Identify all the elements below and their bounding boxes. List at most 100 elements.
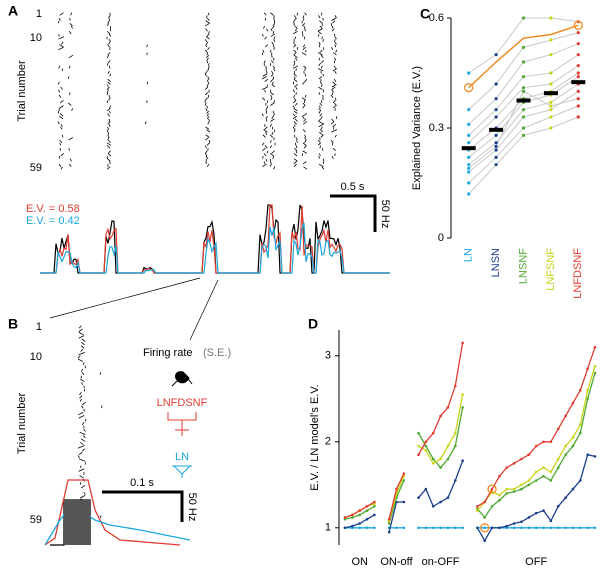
spike: [294, 76, 296, 80]
spike: [205, 44, 208, 48]
spike: [293, 44, 297, 48]
spike: [265, 108, 268, 111]
spike: [107, 126, 109, 130]
spike: [204, 145, 208, 149]
spike: [334, 153, 336, 157]
spike: [109, 73, 112, 77]
cell-dot: [576, 115, 580, 119]
spike: [317, 28, 323, 32]
ev-label: E.V. = 0.42: [26, 215, 80, 227]
series-line: [476, 453, 596, 543]
cell-dot: [467, 141, 471, 145]
series-line: [476, 372, 596, 519]
spike: [335, 97, 337, 101]
spike: [272, 57, 275, 61]
cell-dot: [494, 141, 498, 145]
spike: [108, 118, 111, 122]
spike: [303, 145, 307, 149]
spike: [271, 41, 274, 45]
spike: [208, 31, 210, 35]
spike: [318, 33, 320, 37]
spike: [292, 20, 295, 24]
spike: [331, 84, 337, 88]
median-bar: [516, 98, 531, 103]
spike: [321, 60, 324, 64]
spike: [70, 12, 73, 16]
spike: [302, 142, 307, 146]
spike: [334, 134, 337, 138]
cell-dot: [549, 53, 553, 57]
cell-dot: [494, 144, 498, 148]
spike: [273, 166, 276, 170]
cell-dot: [494, 148, 498, 152]
spike: [293, 17, 297, 21]
spike: [81, 372, 85, 376]
cell-dot: [494, 53, 498, 57]
spike: [83, 435, 86, 439]
spike: [205, 36, 210, 40]
spike: [295, 86, 298, 90]
spike: [294, 57, 298, 61]
spike: [317, 30, 322, 35]
spike: [58, 17, 61, 21]
spike: [294, 102, 298, 106]
spike: [106, 23, 110, 27]
time-scale: 0.5 s: [341, 181, 365, 193]
cell-dot: [467, 166, 471, 170]
spike: [304, 139, 307, 143]
spike: [107, 60, 111, 64]
spike: [59, 139, 63, 144]
cell-dot: [549, 16, 553, 20]
spike: [205, 158, 208, 162]
cell-dot: [494, 163, 498, 167]
spike: [304, 94, 307, 98]
spike: [293, 62, 296, 66]
cell-dot: [494, 115, 498, 119]
cell-dot: [467, 192, 471, 196]
spike: [270, 28, 273, 32]
y-tick-label: 59: [30, 514, 42, 526]
cell-dot: [576, 104, 580, 108]
spike: [264, 17, 267, 21]
cell-dot: [576, 89, 580, 93]
series-line: [344, 501, 375, 519]
spike: [319, 113, 323, 117]
spike: [331, 118, 335, 122]
spike: [60, 126, 63, 130]
group-label: on-OFF: [422, 556, 460, 568]
spike: [303, 166, 308, 170]
spike: [206, 60, 209, 64]
spike: [204, 86, 209, 90]
spike: [271, 132, 274, 135]
cell-dot: [467, 170, 471, 174]
spike: [106, 142, 112, 146]
spike: [293, 161, 297, 165]
spike: [273, 15, 275, 19]
spike: [332, 81, 336, 85]
spike: [61, 68, 64, 72]
spike: [270, 60, 274, 64]
cell-dot: [576, 53, 580, 57]
cell-line: [468, 72, 579, 151]
spike: [303, 118, 307, 122]
spike: [206, 52, 209, 56]
spike: [319, 102, 323, 106]
spike: [320, 49, 323, 53]
spike: [106, 89, 109, 93]
cell-dot: [549, 38, 553, 42]
spike: [204, 70, 208, 74]
series-line: [417, 407, 464, 469]
spike: [205, 54, 210, 59]
spike: [264, 89, 266, 93]
spike: [58, 89, 61, 93]
spike: [272, 76, 275, 80]
spike: [270, 118, 275, 122]
spike: [78, 328, 83, 332]
spike: [301, 23, 306, 27]
cell-dot: [576, 31, 580, 35]
time-scale: 0.1 s: [130, 477, 154, 489]
cell-dot: [467, 108, 471, 112]
spike: [317, 68, 324, 72]
spike: [319, 25, 323, 29]
spike: [293, 129, 296, 133]
